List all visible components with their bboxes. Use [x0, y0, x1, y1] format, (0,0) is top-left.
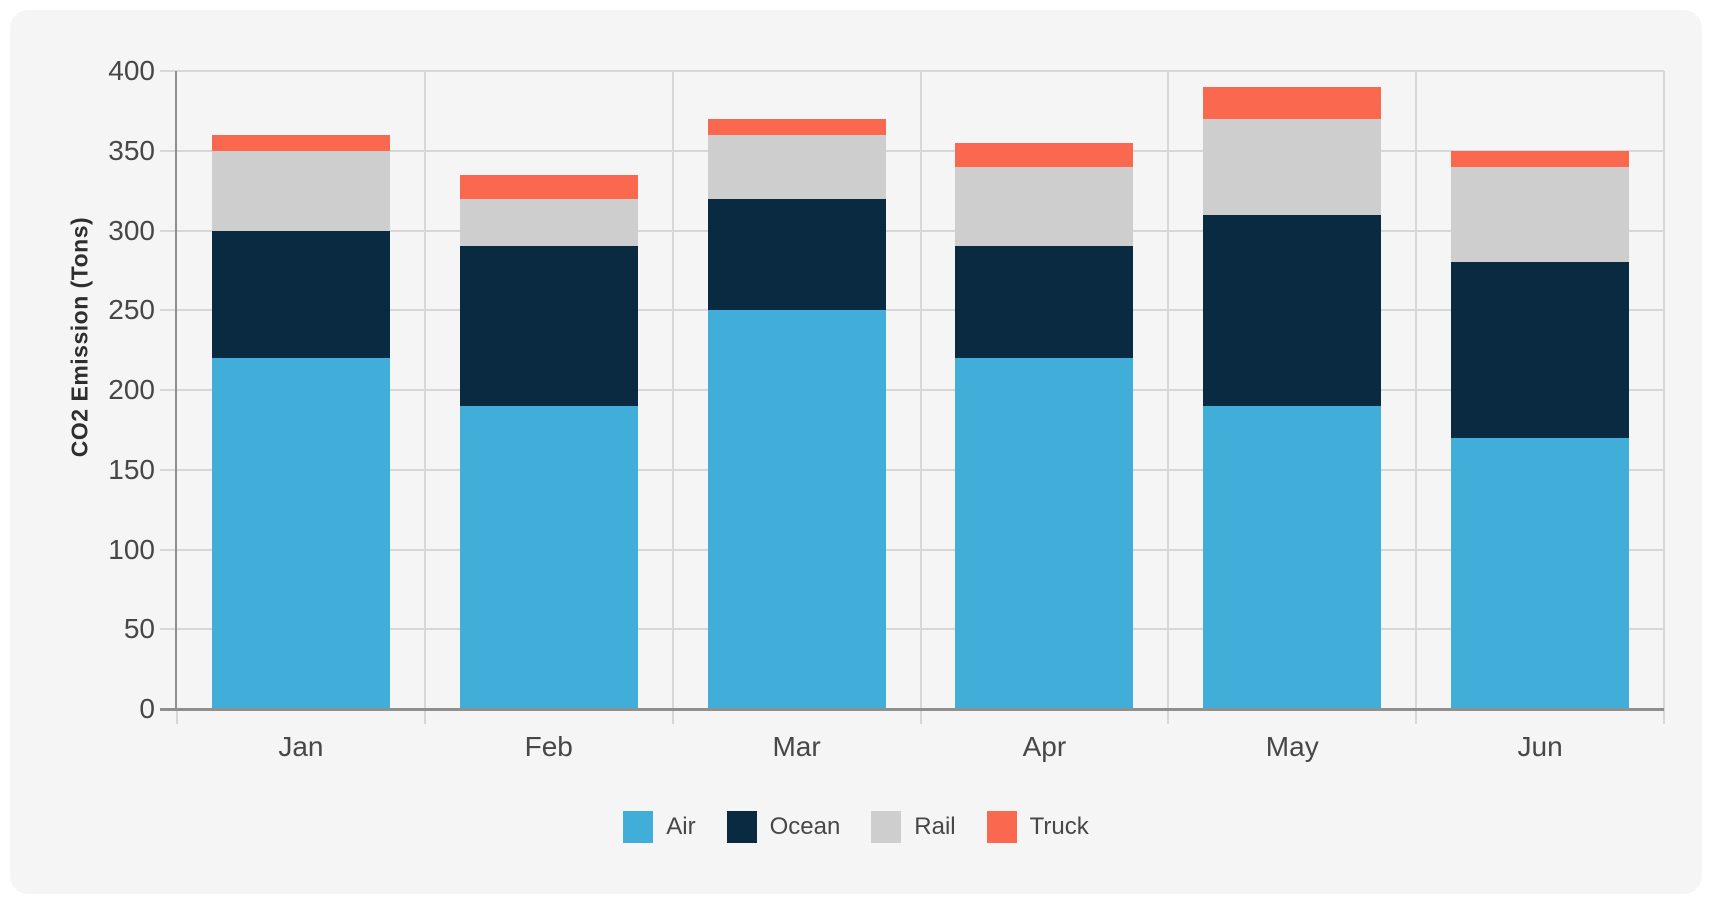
- legend-item-air[interactable]: Air: [623, 811, 696, 843]
- bar-mar-air[interactable]: [707, 310, 886, 709]
- gridline-y-150: [160, 468, 1664, 471]
- y-tick-label: 200: [108, 374, 155, 405]
- chart-panel: CO2 Emission (Tons) 0 50 100 150 200 250 300 35…: [10, 10, 1702, 894]
- bar-jan-truck[interactable]: [211, 134, 390, 151]
- gridline-x-3: [919, 71, 922, 709]
- x-tick-5: [1415, 709, 1418, 724]
- gridline-x-6: [1663, 71, 1665, 709]
- gridline-y-400: [160, 70, 1664, 72]
- legend-label-ocean: Ocean: [769, 813, 841, 840]
- legend-label-air: Air: [666, 813, 696, 840]
- x-axis-label-jun: Jun: [1517, 731, 1563, 762]
- x-axis-label-apr: Apr: [1022, 731, 1067, 762]
- y-axis-title: CO2 Emission (Tons): [66, 216, 93, 458]
- bar-jun-air[interactable]: [1451, 437, 1630, 709]
- y-tick-label: 400: [108, 55, 155, 86]
- legend-label-rail: Rail: [914, 813, 956, 840]
- bar-may-ocean[interactable]: [1203, 214, 1382, 406]
- legend-swatch-ocean: [726, 811, 757, 843]
- bar-may-air[interactable]: [1203, 405, 1382, 709]
- x-axis-label-jan: Jan: [278, 731, 324, 762]
- y-tick-label: 50: [123, 613, 155, 645]
- bar-mar-ocean[interactable]: [707, 198, 886, 311]
- legend-item-truck[interactable]: Truck: [986, 811, 1089, 843]
- x-tick-4: [1167, 709, 1170, 724]
- bar-may-rail[interactable]: [1203, 118, 1382, 215]
- gridline-x-4: [1167, 71, 1170, 709]
- gridline-x-2: [671, 71, 674, 709]
- x-tick-0: [176, 709, 178, 724]
- bar-apr-truck[interactable]: [955, 142, 1134, 167]
- bar-feb-air[interactable]: [459, 405, 638, 709]
- y-tick-label: 150: [108, 453, 155, 485]
- x-tick-3: [919, 709, 922, 724]
- bar-mar-truck[interactable]: [707, 118, 886, 135]
- gridline-x-5: [1415, 71, 1418, 709]
- x-tick-6: [1663, 709, 1665, 724]
- gridline-y-250: [160, 309, 1664, 312]
- bar-apr-ocean[interactable]: [955, 246, 1134, 359]
- legend-swatch-rail: [871, 811, 902, 843]
- y-axis-line: [175, 71, 177, 711]
- bar-jan-rail[interactable]: [211, 150, 390, 231]
- bar-may-truck[interactable]: [1203, 86, 1382, 119]
- bar-feb-ocean[interactable]: [459, 246, 638, 406]
- gridline-y-50: [160, 628, 1664, 631]
- bar-feb-rail[interactable]: [459, 198, 638, 247]
- bar-feb-truck[interactable]: [459, 174, 638, 199]
- bar-mar-rail[interactable]: [707, 134, 886, 199]
- legend: Air Ocean Rail Truck: [10, 811, 1702, 843]
- gridline-y-200: [160, 389, 1664, 391]
- x-axis-label-feb: Feb: [524, 731, 573, 762]
- x-tick-1: [423, 709, 426, 724]
- y-tick-label: 100: [108, 533, 155, 565]
- bar-apr-rail[interactable]: [955, 166, 1134, 247]
- x-axis-label-may: May: [1265, 731, 1319, 762]
- y-tick-label: 350: [108, 134, 155, 166]
- x-tick-2: [671, 709, 674, 724]
- bar-jun-ocean[interactable]: [1451, 262, 1630, 438]
- gridline-y-300: [160, 229, 1664, 232]
- y-tick-label: 0: [139, 693, 155, 724]
- bar-jun-rail[interactable]: [1451, 166, 1630, 263]
- legend-item-ocean[interactable]: Ocean: [726, 811, 841, 843]
- y-tick-label: 250: [108, 294, 155, 326]
- legend-swatch-air: [623, 811, 654, 843]
- bar-jun-truck[interactable]: [1451, 150, 1630, 167]
- gridline-x-1: [423, 71, 426, 709]
- x-axis-line: [160, 708, 1664, 711]
- bar-jan-air[interactable]: [211, 358, 390, 709]
- legend-label-truck: Truck: [1029, 813, 1089, 840]
- bar-apr-air[interactable]: [955, 358, 1134, 709]
- bar-jan-ocean[interactable]: [211, 230, 390, 359]
- gridline-y-100: [160, 548, 1664, 551]
- legend-item-rail[interactable]: Rail: [871, 811, 956, 843]
- y-tick-label: 300: [108, 214, 155, 246]
- gridline-y-350: [160, 149, 1664, 152]
- legend-swatch-truck: [986, 811, 1017, 843]
- x-axis-label-mar: Mar: [772, 731, 821, 762]
